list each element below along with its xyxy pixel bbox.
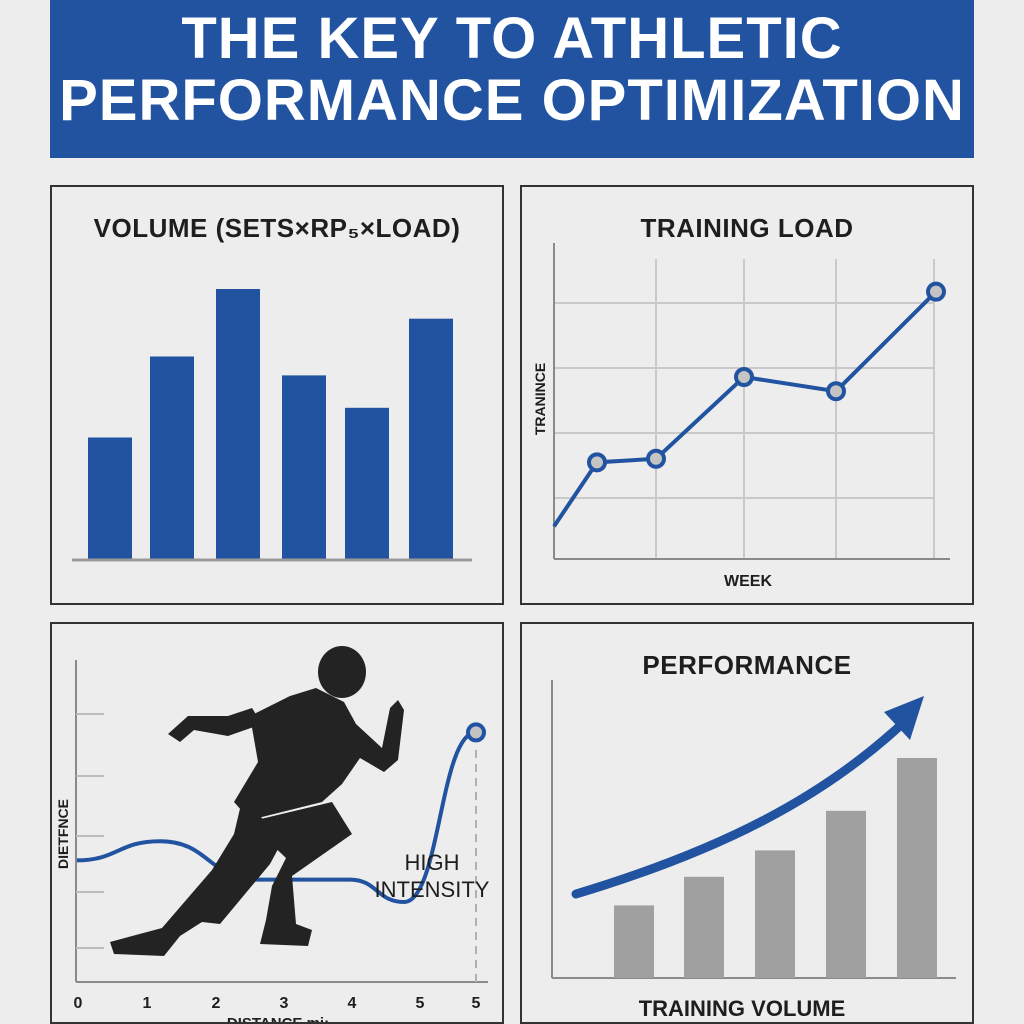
distance-point: [466, 722, 486, 743]
trend-arrow-head: [884, 696, 924, 740]
x-tick-label: 5: [472, 995, 481, 1012]
training-load-line-chart: WEEK TRANINCE: [532, 243, 950, 590]
training-load-point: [734, 367, 754, 387]
title-banner: THE KEY TO ATHLETIC PERFORMANCE OPTIMIZA…: [50, 0, 974, 158]
volume-chart-title: VOLUME (SETS×RP₅×LOAD): [93, 213, 461, 243]
y-axis-label: TRANINCE: [532, 363, 548, 435]
performance-bar: [684, 876, 724, 978]
volume-bar: [150, 356, 194, 559]
performance-panel: PERFORMANCE TRAINING VOLUME: [520, 622, 974, 1024]
distance-panel: 0 1 2 3 4 5 5 DISTANCE mi: DIETFNCE HIGH INTENSITY: [50, 622, 504, 1024]
high-intensity-annotation: HIGH: [405, 850, 460, 875]
training-load-point: [587, 452, 607, 473]
x-axis-label: DISTANCE mi:: [227, 1015, 329, 1024]
volume-bar: [216, 289, 260, 559]
y-axis-label: DIETFNCE: [55, 799, 71, 869]
volume-bar: [409, 318, 453, 559]
x-tick-label: 3: [280, 995, 289, 1012]
x-axis-label: WEEK: [724, 573, 772, 590]
training-load-panel: TRAINING LOAD WEEK TRANINCE: [520, 185, 974, 605]
volume-bar: [88, 437, 132, 559]
volume-bar: [345, 407, 389, 559]
performance-bar: [755, 850, 795, 978]
performance-bar: [826, 810, 866, 978]
trend-arrow-icon: [571, 719, 907, 899]
x-tick-label: 2: [212, 995, 221, 1012]
training-load-point: [646, 448, 666, 469]
training-load-point: [826, 381, 846, 402]
volume-bar: [282, 375, 326, 559]
volume-panel: VOLUME (SETS×RP₅×LOAD): [50, 185, 504, 605]
training-load-point: [926, 281, 946, 302]
performance-bar: [897, 758, 937, 978]
x-axis-label: TRAINING VOLUME: [639, 996, 846, 1021]
high-intensity-annotation: INTENSITY: [375, 877, 490, 902]
performance-bar-chart: TRAINING VOLUME: [551, 680, 956, 1021]
x-tick-label: 0: [74, 995, 83, 1012]
x-tick-label: 5: [416, 995, 425, 1012]
title-line-2: PERFORMANCE OPTIMIZATION: [59, 68, 965, 133]
x-tick-label: 4: [348, 995, 357, 1012]
performance-bar: [614, 905, 654, 978]
performance-chart-title: PERFORMANCE: [642, 650, 852, 680]
training-load-line: [552, 290, 938, 528]
title-line-1: THE KEY TO ATHLETIC: [181, 6, 843, 71]
x-tick-label: 1: [143, 995, 152, 1012]
distance-line: [75, 730, 477, 905]
training-load-chart-title: TRAINING LOAD: [640, 213, 854, 243]
runner-silhouette-icon: [110, 646, 404, 956]
volume-bar-chart: [72, 289, 472, 562]
